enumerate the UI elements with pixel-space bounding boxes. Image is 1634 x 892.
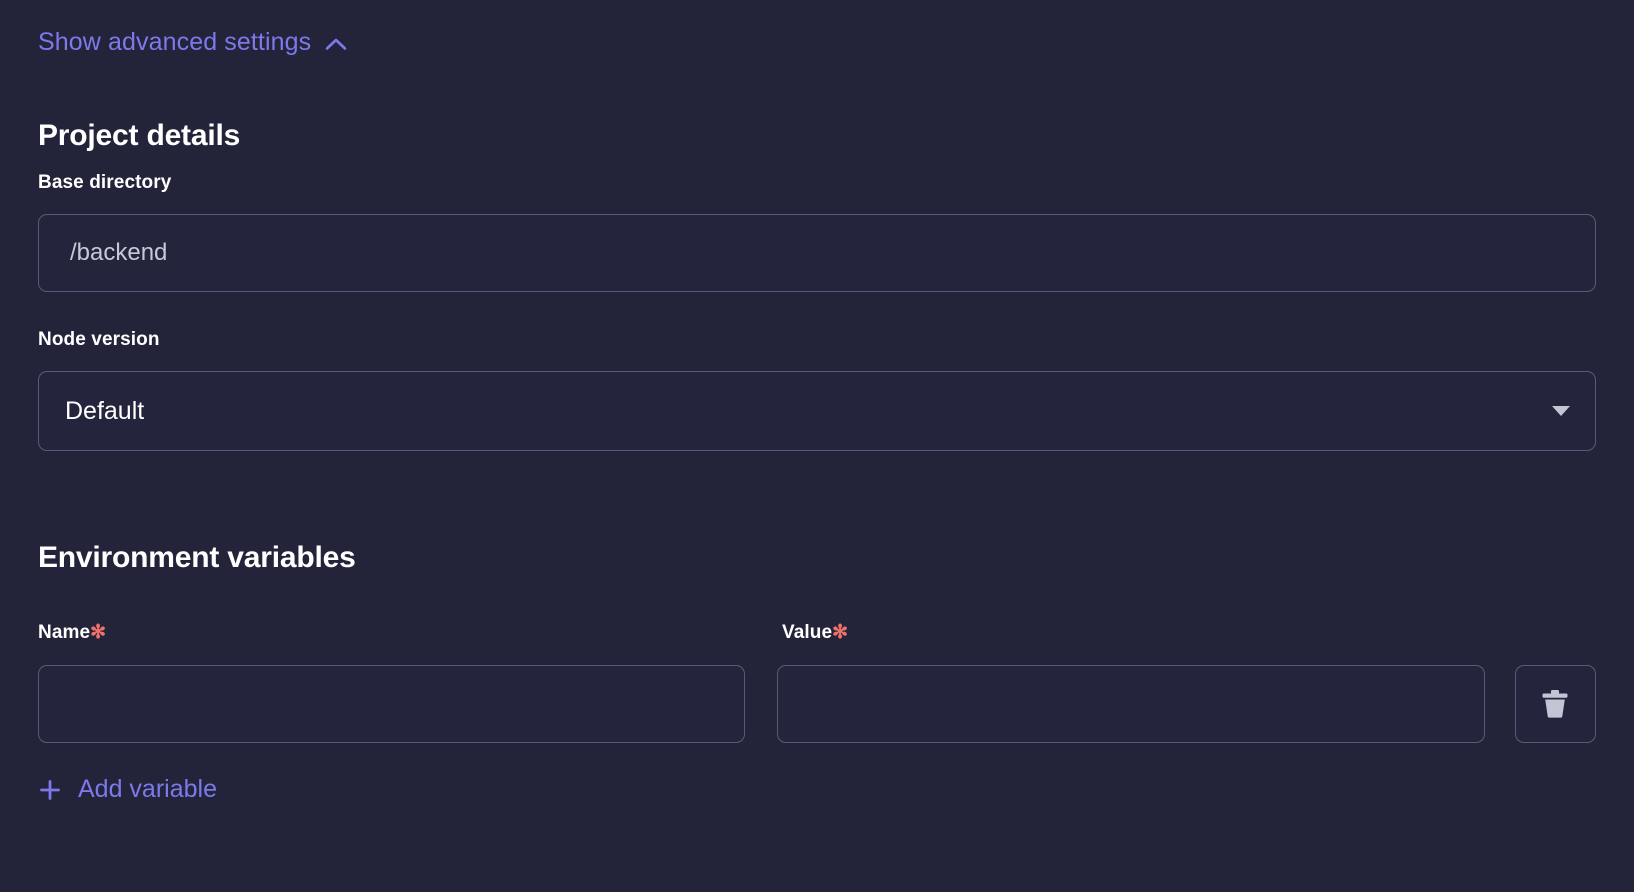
node-version-label: Node version	[38, 329, 160, 350]
environment-variables-header-row: Name✻ Value✻	[38, 623, 1596, 643]
node-version-field: Node version Default	[38, 330, 1596, 451]
delete-variable-button[interactable]	[1514, 665, 1596, 743]
node-version-selected-value: Default	[65, 396, 145, 425]
base-directory-input[interactable]	[38, 214, 1596, 292]
environment-variables-heading: Environment variables	[38, 541, 356, 574]
show-advanced-settings-label: Show advanced settings	[38, 28, 312, 56]
base-directory-label: Base directory	[38, 172, 172, 193]
env-value-input[interactable]	[777, 665, 1485, 743]
trash-icon	[1540, 688, 1570, 720]
add-variable-button[interactable]: Add variable	[38, 777, 217, 802]
plus-icon	[38, 778, 62, 802]
env-name-input[interactable]	[38, 665, 746, 743]
env-name-required-marker: ✻	[90, 622, 107, 643]
add-variable-label: Add variable	[78, 775, 217, 803]
node-version-select[interactable]: Default	[38, 371, 1596, 451]
show-advanced-settings-toggle[interactable]: Show advanced settings	[38, 30, 347, 55]
env-value-required-marker: ✻	[832, 622, 849, 643]
project-details-heading: Project details	[38, 119, 241, 152]
env-name-column-label: Name	[38, 622, 91, 643]
env-value-column-label: Value	[782, 622, 833, 643]
environment-variable-row	[38, 665, 1596, 743]
base-directory-field: Base directory	[38, 173, 1596, 292]
chevron-up-icon[interactable]	[325, 37, 347, 51]
